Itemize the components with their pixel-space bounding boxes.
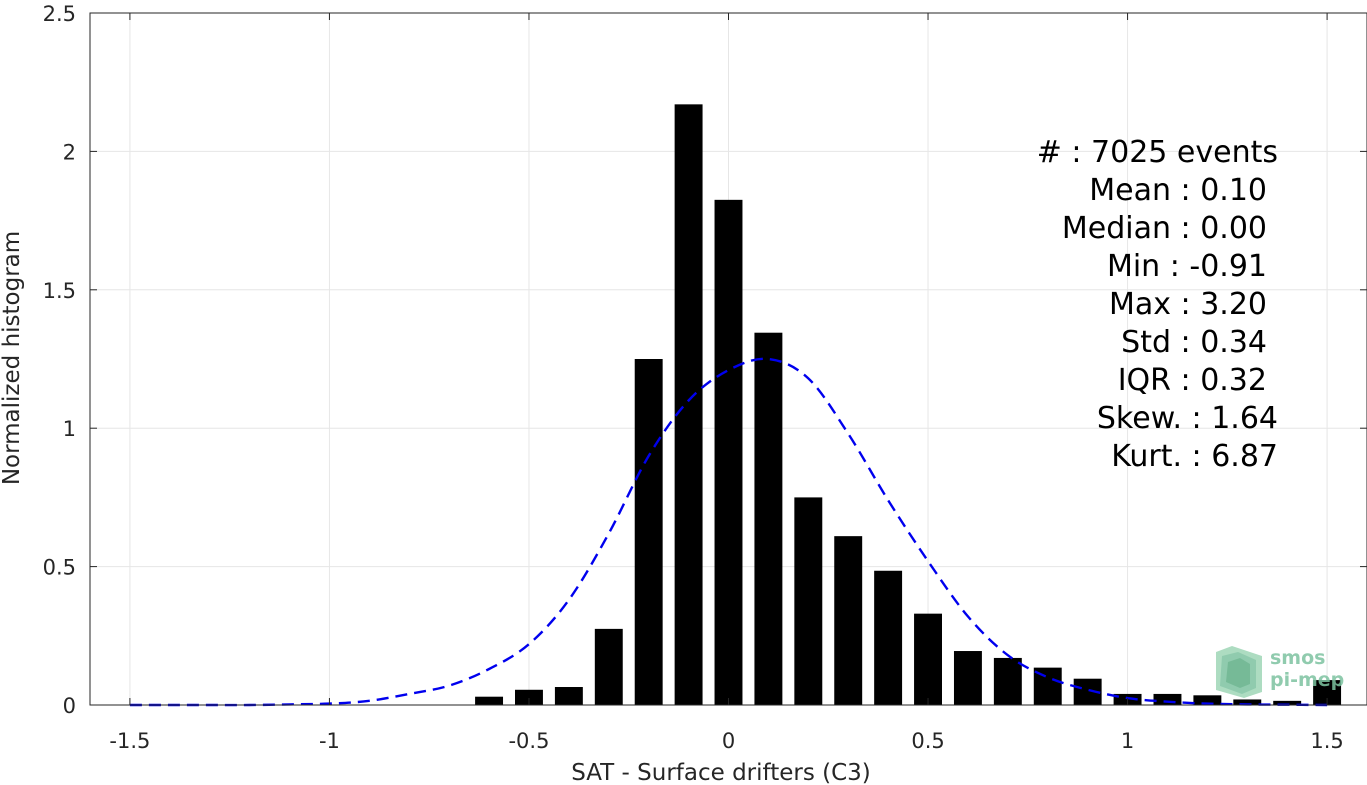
x-tick-label: -1.5: [109, 729, 150, 753]
histogram-bar: [754, 332, 783, 705]
x-tick-label: -0.5: [508, 729, 549, 753]
histogram-bar: [953, 651, 982, 705]
x-axis-label: SAT - Surface drifters (C3): [571, 760, 871, 785]
histogram-bar: [874, 570, 903, 705]
histogram-bar: [993, 657, 1022, 705]
y-tick-label: 1.5: [43, 279, 76, 303]
histogram-bar: [634, 359, 663, 705]
y-tick-label: 2: [63, 140, 76, 164]
histogram-bar: [1153, 693, 1182, 705]
histogram-bar: [714, 199, 743, 705]
x-tick-labels: -1.5 -1 -0.5 0 0.5 1 1.5: [109, 729, 1343, 753]
x-tick-label: 0: [722, 729, 735, 753]
histogram-bar: [1233, 699, 1262, 705]
stat-min: Min : -0.91: [1107, 249, 1267, 284]
stat-count: # : 7025 events: [1037, 135, 1278, 170]
y-tick-labels: 0 0.5 1 1.5 2 2.5: [43, 2, 76, 718]
histogram-bar: [674, 104, 703, 706]
stat-iqr: IQR : 0.32: [1118, 363, 1267, 398]
x-tick-label: 1.5: [1310, 729, 1343, 753]
y-tick-label: 0.5: [43, 556, 76, 580]
logo-line2: pi-mep: [1270, 669, 1344, 691]
stat-skew: Skew. : 1.64: [1097, 401, 1278, 436]
histogram-bar: [554, 687, 583, 705]
histogram-bar: [594, 628, 623, 705]
stats-panel: # : 7025 events Mean : 0.10 Median : 0.0…: [1037, 135, 1278, 474]
stat-kurt: Kurt. : 6.87: [1111, 439, 1278, 474]
x-tick-label: 0.5: [911, 729, 944, 753]
y-tick-label: 1: [63, 417, 76, 441]
x-tick-label: 1: [1121, 729, 1134, 753]
stat-max: Max : 3.20: [1109, 287, 1267, 322]
histogram-bar: [794, 497, 823, 705]
y-tick-label: 2.5: [43, 2, 76, 26]
y-axis-label: Normalized histogram: [0, 231, 25, 485]
histogram-bars: [475, 104, 1342, 706]
y-tick-label: 0: [63, 694, 76, 718]
histogram-bar: [475, 696, 504, 705]
stat-mean: Mean : 0.10: [1089, 173, 1267, 208]
fit-curve: [129, 357, 1328, 707]
plot-frame: [89, 12, 1367, 706]
stat-median: Median : 0.00: [1062, 211, 1267, 246]
histogram-bar: [914, 613, 942, 705]
logo-mark-icon: [1216, 646, 1262, 698]
axes: [89, 12, 1367, 706]
histogram-bar: [515, 689, 543, 705]
smos-pimep-logo: smos pi-mep: [1216, 646, 1344, 698]
histogram-bar: [1193, 695, 1222, 705]
logo-line1: smos: [1270, 647, 1325, 669]
stat-std: Std : 0.34: [1121, 325, 1267, 360]
x-tick-label: -1: [319, 729, 340, 753]
histogram-bar: [1273, 700, 1302, 705]
histogram-bar: [834, 536, 863, 705]
